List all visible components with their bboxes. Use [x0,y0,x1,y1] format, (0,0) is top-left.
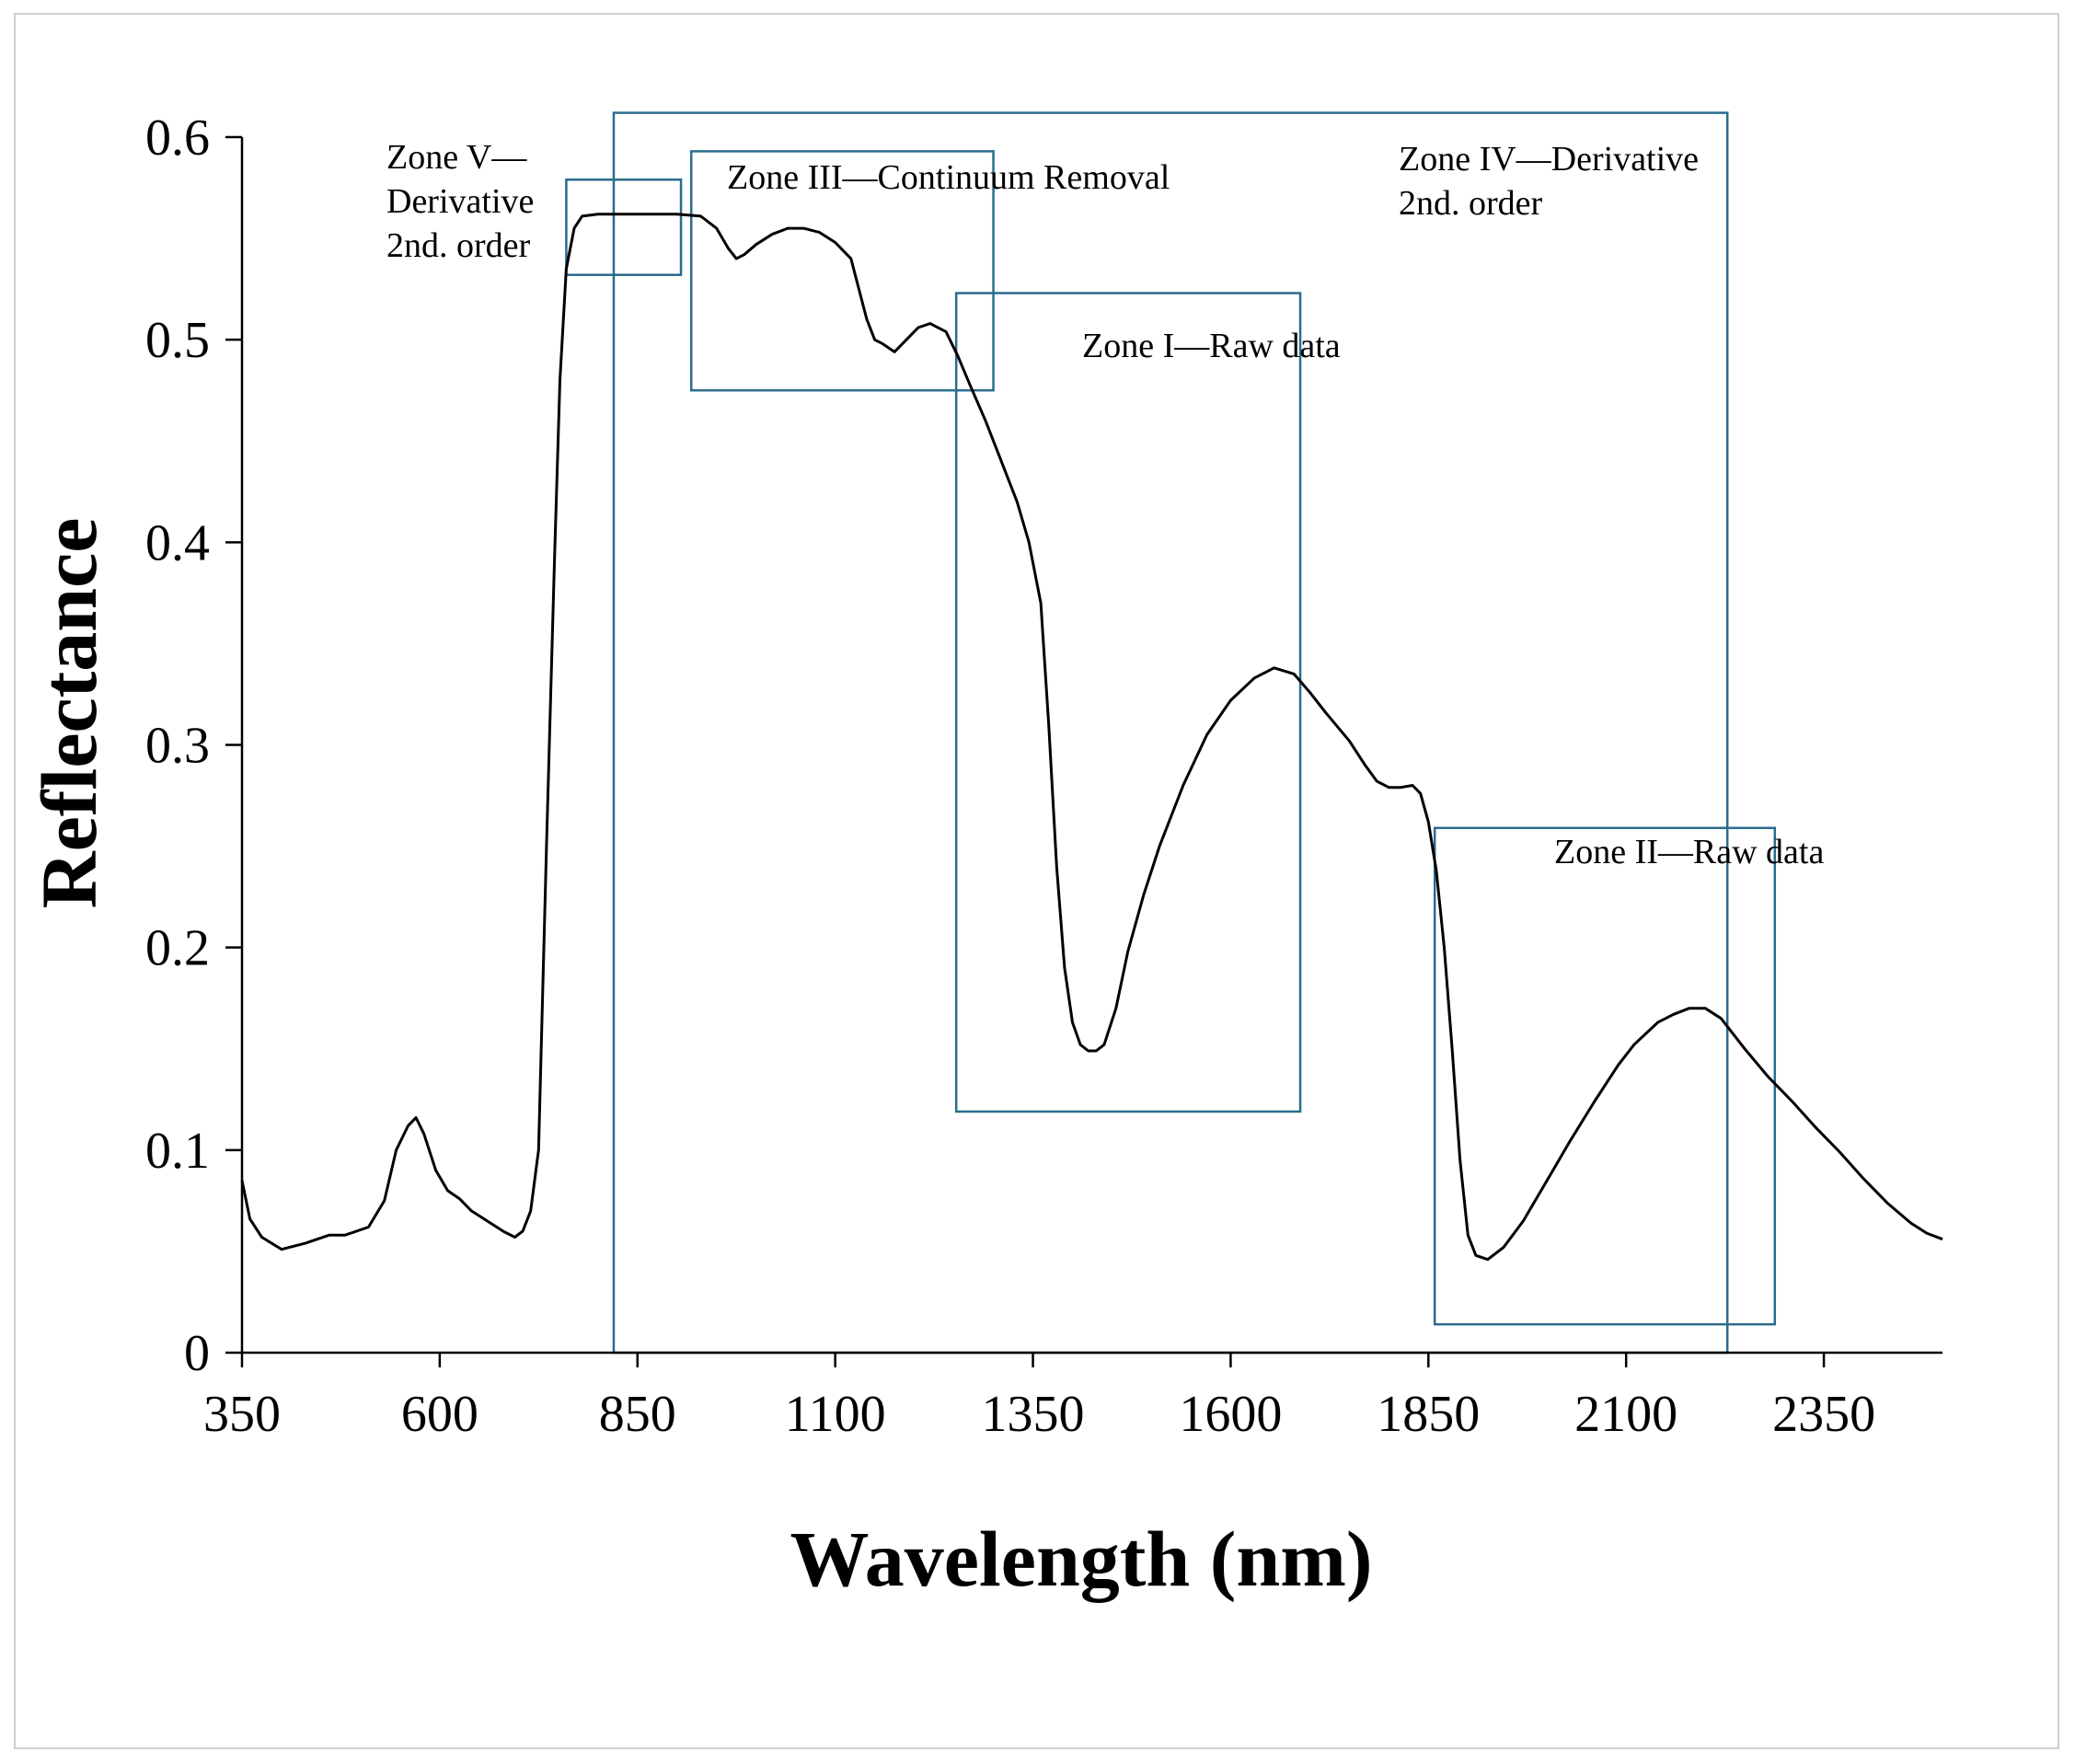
zone-label: Zone III—Continuum Removal [727,158,1170,197]
zone-label: Zone I—Raw data [1082,327,1341,365]
x-tick-label: 1600 [1179,1386,1282,1443]
zone-label: Zone V— [386,138,527,177]
zone-label: Derivative [386,182,534,221]
zone-boxes [565,111,1777,1355]
zone-box [612,111,1729,1355]
y-tick-label: 0 [184,1325,210,1382]
zone-box [954,292,1302,1113]
zone-labels: Zone V— Derivative 2nd. order Zone III—Cont… [386,138,1824,871]
zone-box [689,150,995,392]
zone-label: 2nd. order [386,226,531,265]
x-tick-label: 850 [599,1386,676,1443]
x-tick-label: 1100 [785,1386,886,1443]
spectrum-line [240,213,1943,1262]
y-axis-title: Reflectance [25,518,113,909]
x-tick-label: 2350 [1772,1386,1875,1443]
zone-label: Zone IV—Derivative [1399,140,1699,179]
figure-frame [14,13,2059,1749]
ticks: 0 0.1 0.2 0.3 0.4 0.5 0.6 350 600 850 1100 1350 1600… [145,110,1875,1443]
y-tick-label: 0.1 [145,1123,210,1180]
x-tick-label: 350 [203,1386,281,1443]
y-tick-label: 0.4 [145,514,210,571]
zone-label: Zone II—Raw data [1554,833,1824,871]
y-tick-label: 0.6 [145,110,210,167]
x-tick-label: 1850 [1377,1386,1480,1443]
axes [240,137,1942,1355]
y-tick-label: 0.5 [145,312,210,369]
y-tick-label: 0.2 [145,920,210,977]
x-tick-label: 1350 [982,1386,1085,1443]
x-tick-label: 2100 [1574,1386,1677,1443]
zone-box [1433,826,1777,1326]
x-tick-label: 600 [401,1386,478,1443]
zone-label: 2nd. order [1399,184,1543,223]
x-axis-title: Wavelength (nm) [790,1515,1372,1603]
zone-box [565,178,683,276]
y-tick-label: 0.3 [145,718,210,775]
